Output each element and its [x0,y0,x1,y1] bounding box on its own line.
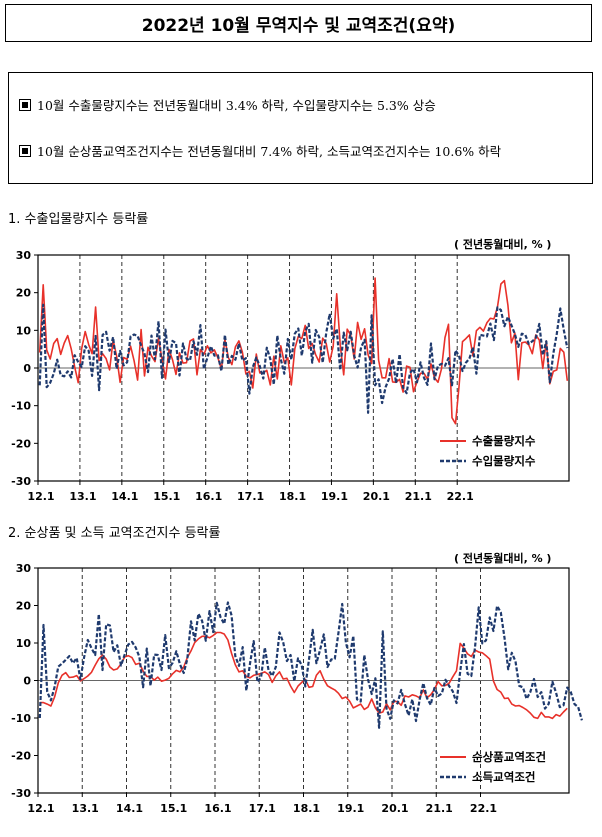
square-bullet-icon [19,145,31,157]
y-tick-label: -10 [11,400,31,413]
section-title-2: 2. 순상품 및 소득 교역조건지수 등락률 [8,526,221,541]
legend-label-2: 수입물량지수 [472,454,536,468]
summary-text-1: 10월 수출물량지수는 전년동월대비 3.4% 하락, 수입물량지수는 5.3%… [37,98,436,113]
x-tick-label: 20.1 [363,490,390,503]
y-tick-label: 20 [16,600,32,613]
x-tick-label: 12.1 [27,802,54,815]
y-tick-label: -10 [11,712,31,725]
summary-text-2: 10월 순상품교역조건지수는 전년동월대비 7.4% 하락, 소득교역조건지수는… [37,144,502,159]
x-tick-label: 12.1 [27,490,54,503]
chart-unit-2: ( 전년동월대비, % ) [454,552,552,565]
x-tick-label: 13.1 [69,490,96,503]
legend-label-1: 순상품교역조건 [472,750,546,764]
x-tick-label: 13.1 [72,802,99,815]
chart-unit-1: ( 전년동월대비, % ) [454,238,552,251]
y-tick-label: 30 [16,562,32,575]
x-tick-label: 22.1 [470,802,497,815]
square-bullet-icon [19,99,31,111]
x-tick-label: 21.1 [426,802,453,815]
y-tick-label: 20 [16,287,32,300]
y-tick-label: -30 [11,787,31,800]
y-tick-label: -30 [11,475,31,488]
x-tick-label: 16.1 [195,490,222,503]
x-tick-label: 15.1 [160,802,187,815]
y-tick-label: -20 [11,750,31,763]
x-tick-label: 17.1 [237,490,264,503]
page-title-text: 2022년 10월 무역지수 및 교역조건(요약) [141,15,456,36]
y-tick-label: 10 [16,637,32,650]
y-tick-label: 0 [23,675,31,688]
x-tick-label: 19.1 [321,490,348,503]
y-tick-label: 10 [16,324,32,337]
y-tick-label: -20 [11,437,31,450]
x-tick-label: 20.1 [381,802,408,815]
x-tick-label: 19.1 [337,802,364,815]
chart-terms-of-trade: 30 20 10 0 -10 -20 -30 12.1 13.1 14.1 15.1 16.1 17.1… [11,562,583,815]
x-tick-label: 18.1 [279,490,306,503]
x-tick-label: 21.1 [405,490,432,503]
legend-label-2: 소득교역조건 [472,770,535,784]
summary-box: 10월 수출물량지수는 전년동월대비 3.4% 하락, 수입물량지수는 5.3%… [8,72,593,184]
x-tick-label: 14.1 [111,490,138,503]
x-tick-label: 22.1 [447,490,474,503]
y-tick-label: 30 [16,249,32,262]
legend-label-1: 수출물량지수 [472,434,536,448]
x-tick-label: 16.1 [204,802,231,815]
summary-line-1: 10월 수출물량지수는 전년동월대비 3.4% 하락, 수입물량지수는 5.3%… [19,95,436,114]
section-title-1: 1. 수출입물량지수 등락률 [8,212,149,227]
chart-volume-index: 30 20 10 0 -10 -20 -30 12.1 13.1 14.1 15.1 16.1 17.1… [11,249,570,503]
y-tick-label: 0 [23,362,31,375]
x-tick-label: 15.1 [153,490,180,503]
x-tick-label: 14.1 [116,802,143,815]
summary-line-2: 10월 순상품교역조건지수는 전년동월대비 7.4% 하락, 소득교역조건지수는… [19,141,501,160]
x-tick-label: 17.1 [249,802,276,815]
x-tick-label: 18.1 [293,802,320,815]
page-title: 2022년 10월 무역지수 및 교역조건(요약) [5,4,592,42]
series-line-2 [38,601,583,729]
